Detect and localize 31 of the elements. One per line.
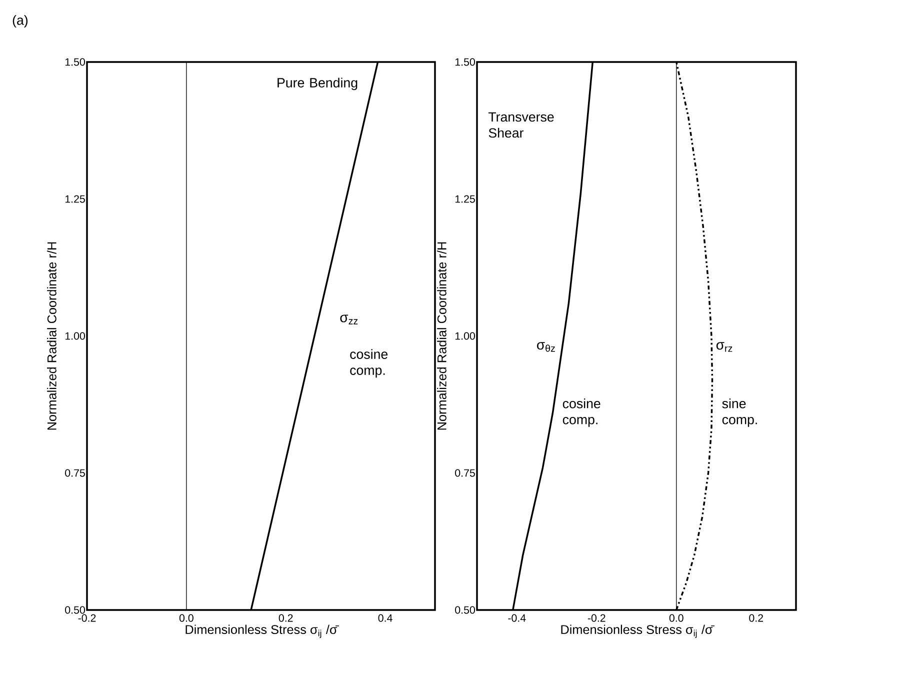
x-tick-label: 0.0 [179,614,194,622]
y-tick-label: 1.50 [455,58,475,66]
y-tick-label: 0.50 [455,606,475,614]
y-tick-label: 0.75 [65,469,85,477]
x-tick-label: 0.4 [378,614,392,622]
series-label: σ$_{rz}$ [716,342,732,352]
annotation: cosine comp. [350,349,388,378]
series-label: σ$_{zz}$ [340,314,358,324]
x-tick-label: -0.2 [588,614,606,622]
annotation: Transverse Shear [488,112,554,138]
x-tick-label: 0.0 [669,614,684,622]
y-tick-label: 0.50 [65,606,85,614]
annotation: sine comp. [722,398,757,427]
y-tick-label: 1.50 [65,58,85,66]
x-tick-label: 0.2 [749,614,763,622]
y-tick-label: 1.25 [65,195,85,203]
y-axis-title: Normalized Radial Coordinate r/H [437,242,446,430]
text: (a) [12,15,28,28]
x-axis-title: Dimensionless Stress σ$_{ij}$ /σ̄ [561,624,714,638]
x-tick-label: -0.2 [78,614,96,622]
annotation: Pure Bending [278,78,358,90]
x-axis-title: Dimensionless Stress σ$_{ij}$ /σ̄ [186,624,339,638]
y-tick-label: 0.75 [455,469,475,477]
annotation: cosine comp. [562,398,600,427]
x-tick-label: 0.2 [278,614,293,622]
x-tick-label: -0.4 [508,614,526,622]
y-tick-label: 1.00 [455,332,475,340]
series-label: σ$_{θz}$ [537,342,555,352]
y-tick-label: 1.25 [455,195,475,203]
y-axis-title: Normalized Radial Coordinate r/H [47,242,56,430]
y-tick-label: 1.00 [65,332,85,340]
